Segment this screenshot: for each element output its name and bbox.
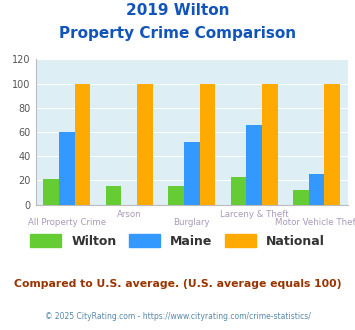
Bar xyxy=(309,174,324,205)
Text: All Property Crime: All Property Crime xyxy=(28,218,106,227)
Text: Larceny & Theft: Larceny & Theft xyxy=(220,210,289,218)
Bar xyxy=(75,83,90,205)
Bar xyxy=(184,142,200,205)
Bar xyxy=(137,83,153,205)
Text: © 2025 CityRating.com - https://www.cityrating.com/crime-statistics/: © 2025 CityRating.com - https://www.city… xyxy=(45,312,310,321)
Bar xyxy=(168,186,184,205)
Text: Motor Vehicle Theft: Motor Vehicle Theft xyxy=(275,218,355,227)
Text: Property Crime Comparison: Property Crime Comparison xyxy=(59,26,296,41)
Bar xyxy=(106,186,121,205)
Bar xyxy=(324,83,340,205)
Text: Burglary: Burglary xyxy=(173,218,210,227)
Legend: Wilton, Maine, National: Wilton, Maine, National xyxy=(25,229,330,253)
Bar xyxy=(200,83,215,205)
Bar xyxy=(59,132,75,205)
Bar xyxy=(262,83,278,205)
Text: Compared to U.S. average. (U.S. average equals 100): Compared to U.S. average. (U.S. average … xyxy=(14,279,341,289)
Bar xyxy=(231,177,246,205)
Text: 2019 Wilton: 2019 Wilton xyxy=(126,3,229,18)
Bar xyxy=(43,179,59,205)
Bar xyxy=(246,125,262,205)
Bar xyxy=(293,190,309,205)
Text: Arson: Arson xyxy=(117,210,142,218)
